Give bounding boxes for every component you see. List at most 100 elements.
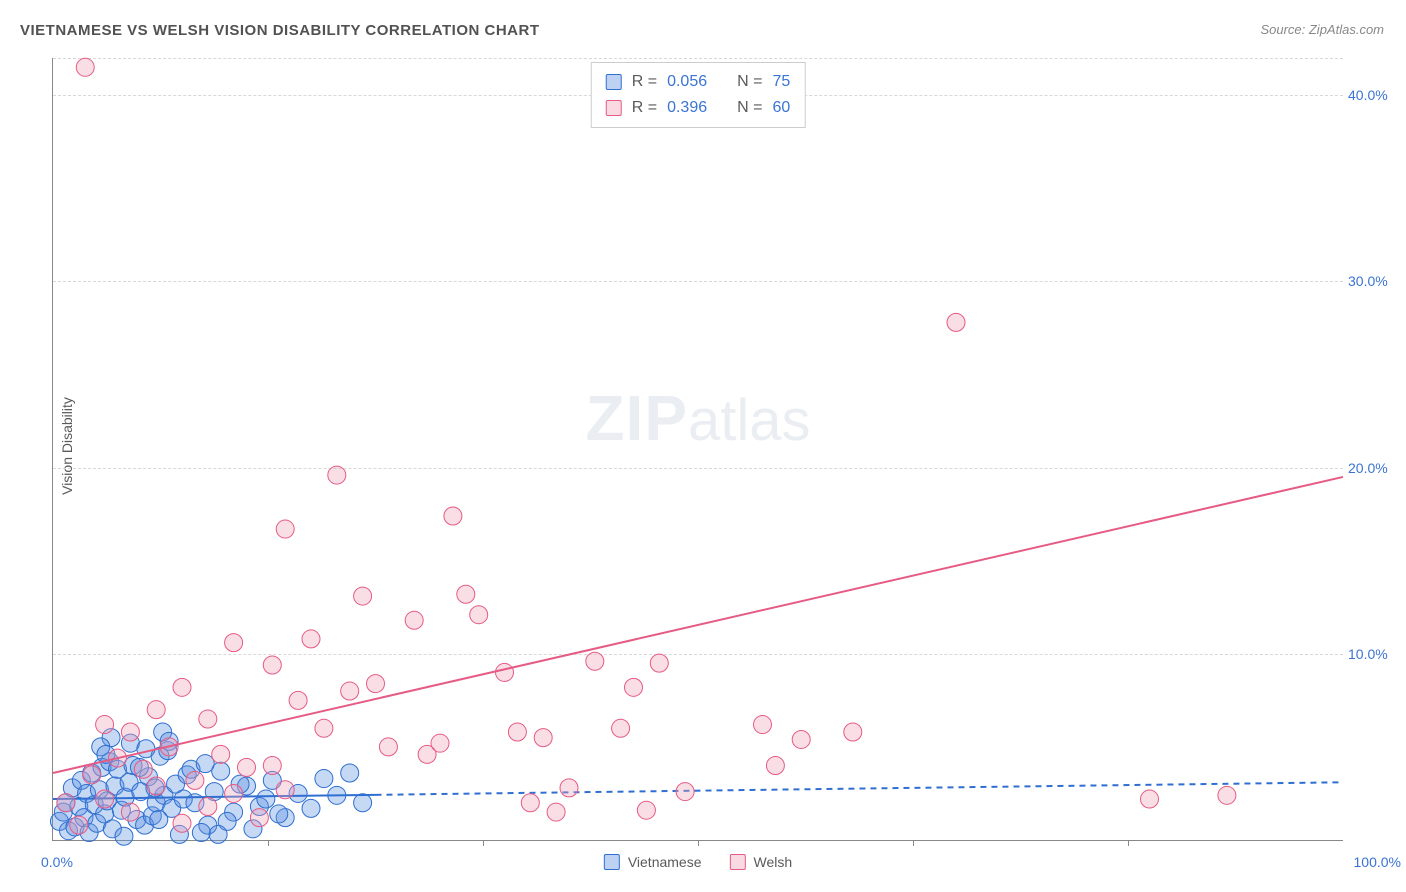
scatter-point (379, 738, 397, 756)
scatter-point (137, 740, 155, 758)
scatter-point (238, 758, 256, 776)
scatter-point (209, 825, 227, 843)
scatter-point (225, 784, 243, 802)
scatter-point (96, 716, 114, 734)
scatter-point (199, 797, 217, 815)
scatter-point (115, 827, 133, 845)
stats-row-welsh: R = 0.396 N = 60 (606, 95, 791, 121)
scatter-point (302, 630, 320, 648)
trend-line (53, 477, 1343, 773)
scatter-point (121, 803, 139, 821)
swatch-welsh (606, 100, 622, 116)
scatter-point (147, 701, 165, 719)
scatter-point (192, 824, 210, 842)
r-label: R = (632, 99, 657, 117)
legend-label-welsh: Welsh (754, 854, 793, 870)
scatter-point (341, 682, 359, 700)
scatter-point (354, 587, 372, 605)
scatter-point (276, 520, 294, 538)
scatter-point (328, 466, 346, 484)
scatter-point (196, 755, 214, 773)
scatter-point (947, 313, 965, 331)
scatter-point (96, 790, 114, 808)
scatter-point (521, 794, 539, 812)
scatter-point (186, 771, 204, 789)
scatter-point (315, 770, 333, 788)
swatch-welsh (730, 854, 746, 870)
n-label: N = (737, 99, 762, 117)
scatter-point (276, 781, 294, 799)
scatter-point (586, 652, 604, 670)
y-tick-label: 40.0% (1348, 87, 1403, 103)
scatter-point (405, 611, 423, 629)
r-value-vietnamese: 0.056 (667, 73, 707, 91)
swatch-vietnamese (604, 854, 620, 870)
scatter-point (1218, 786, 1236, 804)
x-tick (268, 840, 269, 846)
stats-row-vietnamese: R = 0.056 N = 75 (606, 69, 791, 95)
scatter-point (212, 745, 230, 763)
y-tick-label: 10.0% (1348, 646, 1403, 662)
legend-item-vietnamese: Vietnamese (604, 854, 702, 870)
x-max-label: 100.0% (1354, 854, 1401, 870)
scatter-point (508, 723, 526, 741)
scatter-point (76, 58, 94, 76)
scatter-point (766, 757, 784, 775)
scatter-point (354, 794, 372, 812)
scatter-point (150, 811, 168, 829)
scatter-point (270, 805, 288, 823)
scatter-point (173, 678, 191, 696)
scatter-point (257, 790, 275, 808)
scatter-point (444, 507, 462, 525)
scatter-point (289, 691, 307, 709)
scatter-point (341, 764, 359, 782)
n-label: N = (737, 73, 762, 91)
trend-line-dashed (376, 782, 1344, 795)
scatter-point (496, 663, 514, 681)
legend-label-vietnamese: Vietnamese (628, 854, 702, 870)
x-tick (698, 840, 699, 846)
scatter-point (147, 777, 165, 795)
scatter-svg (53, 58, 1343, 840)
scatter-point (637, 801, 655, 819)
scatter-point (225, 634, 243, 652)
scatter-point (315, 719, 333, 737)
scatter-point (612, 719, 630, 737)
scatter-point (367, 675, 385, 693)
scatter-point (676, 783, 694, 801)
scatter-point (173, 814, 191, 832)
r-label: R = (632, 73, 657, 91)
n-value-vietnamese: 75 (772, 73, 790, 91)
scatter-point (431, 734, 449, 752)
scatter-point (121, 723, 139, 741)
source-attribution: Source: ZipAtlas.com (1260, 22, 1384, 37)
scatter-point (457, 585, 475, 603)
scatter-point (134, 760, 152, 778)
scatter-point (83, 766, 101, 784)
scatter-point (547, 803, 565, 821)
x-tick (1128, 840, 1129, 846)
scatter-point (754, 716, 772, 734)
x-tick (913, 840, 914, 846)
scatter-point (792, 730, 810, 748)
scatter-point (534, 729, 552, 747)
scatter-point (560, 779, 578, 797)
y-tick-label: 20.0% (1348, 460, 1403, 476)
scatter-point (650, 654, 668, 672)
y-tick-label: 30.0% (1348, 273, 1403, 289)
x-tick (483, 840, 484, 846)
swatch-vietnamese (606, 74, 622, 90)
scatter-point (844, 723, 862, 741)
scatter-point (70, 816, 88, 834)
scatter-point (625, 678, 643, 696)
scatter-point (1141, 790, 1159, 808)
scatter-point (302, 799, 320, 817)
scatter-point (199, 710, 217, 728)
legend-item-welsh: Welsh (730, 854, 793, 870)
x-origin-label: 0.0% (41, 854, 73, 870)
n-value-welsh: 60 (772, 99, 790, 117)
scatter-point (470, 606, 488, 624)
scatter-point (263, 757, 281, 775)
scatter-point (263, 656, 281, 674)
bottom-legend: Vietnamese Welsh (604, 854, 792, 870)
